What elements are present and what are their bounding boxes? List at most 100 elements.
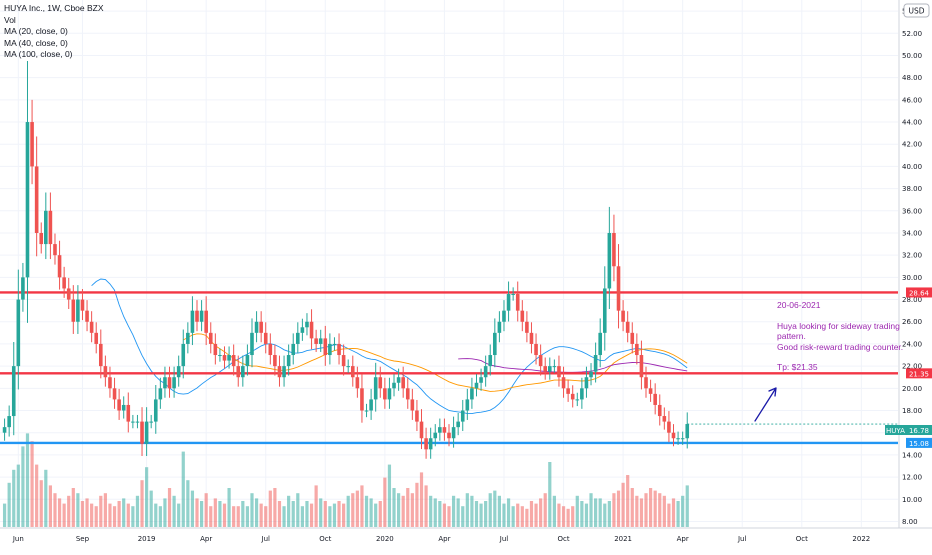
volume-bar [639,498,644,527]
volume-bar [167,488,172,527]
candle-body [144,421,149,444]
x-tick-label: 2022 [852,535,870,543]
indicator-volume[interactable]: Vol [4,14,16,25]
candle-body [296,332,300,344]
volume-bar [103,493,107,527]
candle-body [62,277,66,289]
volume-bar [177,503,181,527]
candle-body [547,366,552,372]
volume-bar [94,506,98,527]
candle-body [158,388,163,400]
candle-body [534,343,538,356]
y-tick-label: 32.00 [902,252,922,260]
grid-lines [0,0,898,527]
volume-bar [250,493,254,527]
y-tick-label: 42.00 [902,141,922,149]
candle-body [2,427,7,433]
x-tick-label: Apr [677,535,689,543]
volume-bar [145,467,149,527]
candle-body [135,421,140,423]
volume-bar [525,508,529,527]
candle-body [438,427,442,433]
candle-body [126,404,131,422]
volume-bar [126,503,130,527]
volume-bar [465,493,469,527]
x-tick-label: Oct [557,535,569,543]
candle-body [415,410,419,422]
analysis-note: 20-06-2021 Huya looking for sideway trad… [777,300,903,373]
volume-bar [360,485,364,527]
candle-body [589,371,593,378]
volume-bar [397,493,401,527]
indicator-ma-100[interactable]: MA (100, close, 0) [4,49,73,59]
volume-bar [287,495,291,527]
volume-bar [676,501,680,527]
candle-body [328,343,332,356]
volume-bar [392,488,396,527]
candle-body [543,366,548,372]
candle-body [204,310,208,333]
level-tag-label: 28.64 [909,289,930,297]
volume-bar [44,469,48,527]
candle-body [112,388,117,400]
candle-body [561,377,566,389]
candle-body [337,343,341,356]
volume-bar [429,495,433,527]
level-tag [906,287,932,298]
volume-bar [39,480,43,527]
candle-body [520,310,525,322]
note-line-2: pattern. [777,331,806,341]
candle-body [227,355,231,361]
note-line-1: Huya looking for sideway trading [777,320,900,331]
symbol-title[interactable]: HUYA Inc., 1W, Cboe BZX [4,3,104,13]
volume-bar [424,485,428,527]
volume-bar [548,462,552,527]
volume-bar [612,493,616,527]
candle-body [470,388,474,400]
volume-bar [543,493,547,527]
y-tick-label: 24.00 [902,340,922,348]
volume-bar [154,503,158,527]
candle-body [451,427,456,439]
volume-bar [433,498,437,527]
volume-bar [529,501,534,527]
candle-body [607,232,612,289]
volume-bar [328,506,332,527]
volume-bar [300,506,304,527]
volume-bar [415,482,419,527]
candle-body [396,377,401,383]
candle-body [282,366,286,378]
volume-bar [442,503,447,527]
volume-bar [635,495,639,527]
candle-body [355,377,360,389]
currency-label: USD [908,7,924,16]
currency-badge[interactable]: USD [903,3,930,18]
volume-bar [337,501,341,527]
volume-bar [30,441,34,527]
x-tick-label: 2019 [138,535,156,543]
y-tick-label: 40.00 [902,163,922,171]
candle-body [250,332,254,356]
candle-body [447,432,451,439]
candle-body [218,355,222,357]
candle-body [291,343,296,356]
candle-body [410,399,415,411]
volume-bar [589,493,593,527]
volume-bar [493,490,497,527]
y-tick-label: 28.00 [902,296,922,304]
volume-bar [57,498,62,527]
candle-body [433,432,438,439]
volume-bar [406,488,410,527]
y-tick-label: 46.00 [902,96,922,104]
volume-bar [511,506,515,527]
indicator-ma-40[interactable]: MA (40, close, 0) [4,37,68,48]
volume-bar [222,503,227,527]
candle-body [387,388,392,400]
indicator-ma-20[interactable]: MA (20, close, 0) [4,26,68,36]
candle-body [671,432,676,439]
volume-bar [204,493,208,527]
volume-bar [149,490,153,527]
x-tick-label: Oct [319,535,331,543]
candle-body [653,393,657,405]
